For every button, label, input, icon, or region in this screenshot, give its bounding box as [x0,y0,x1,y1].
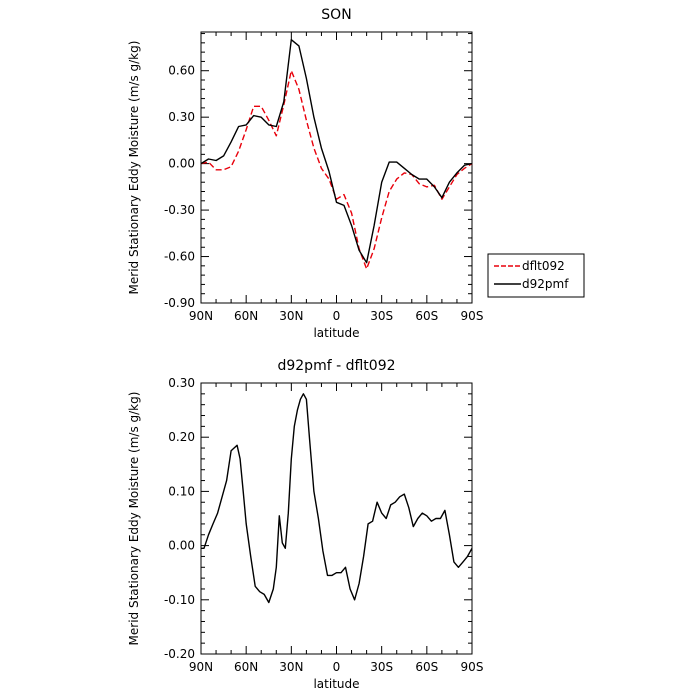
y-tick-label: 0.10 [168,484,195,498]
chart-panel-2: 90N 60N 30N 0 30S 60S 90S -0.20 -0.10 0.00 0.10 0.2… [127,358,483,691]
y-tick-label: 0.00 [168,157,195,171]
series-line-dflt092 [200,70,473,270]
plot-frame [200,31,473,304]
x-tick-label: 30N [279,309,303,323]
x-tick-label: 90N [189,660,213,674]
legend-box [487,253,585,298]
y-tick-label: -0.30 [164,203,195,217]
y-tick-label: -0.10 [164,593,195,607]
y-axis-label: Merid Stationary Eddy Moisture (m/s g/kg… [127,392,141,646]
x-tick-label: 90N [189,309,213,323]
y-tick-label: 0.00 [168,539,195,553]
y-tick-label: 0.60 [168,64,195,78]
legend: dflt092 d92pmf [487,253,585,298]
x-tick-label: 60S [415,309,438,323]
x-tick-label: 90S [461,660,484,674]
legend-entry-d92pmf: d92pmf [522,277,569,291]
y-tick-label: -0.20 [164,647,195,661]
y-axis-label: Merid Stationary Eddy Moisture (m/s g/kg… [127,41,141,295]
chart-title: d92pmf - dflt092 [277,358,395,374]
x-tick-label: 0 [333,309,341,323]
y-tick-label: -0.90 [164,296,195,310]
x-tick-label: 90S [461,309,484,323]
x-tick-label: 60N [234,660,258,674]
y-tick-label: 0.30 [168,110,195,124]
legend-entry-dflt092: dflt092 [522,259,565,273]
x-tick-label: 30S [370,660,393,674]
series-line-series-0 [201,393,473,604]
y-tick-label: 0.30 [168,376,195,390]
x-tick-label: 0 [333,660,341,674]
series-line-d92pmf [200,39,473,264]
y-tick-label: -0.60 [164,250,195,264]
chart-title: SON [321,7,351,23]
x-tick-label: 30S [370,309,393,323]
x-tick-label: 30N [279,660,303,674]
x-axis-label: latitude [313,677,359,691]
plot-frame [200,382,473,655]
y-tick-label: 0.20 [168,430,195,444]
x-axis-label: latitude [313,326,359,340]
x-tick-label: 60S [415,660,438,674]
x-tick-label: 60N [234,309,258,323]
chart-panel-1: 90N 60N 30N 0 30S 60S 90S -0.90 -0.60 -0.30 0.00 0.… [127,7,585,340]
